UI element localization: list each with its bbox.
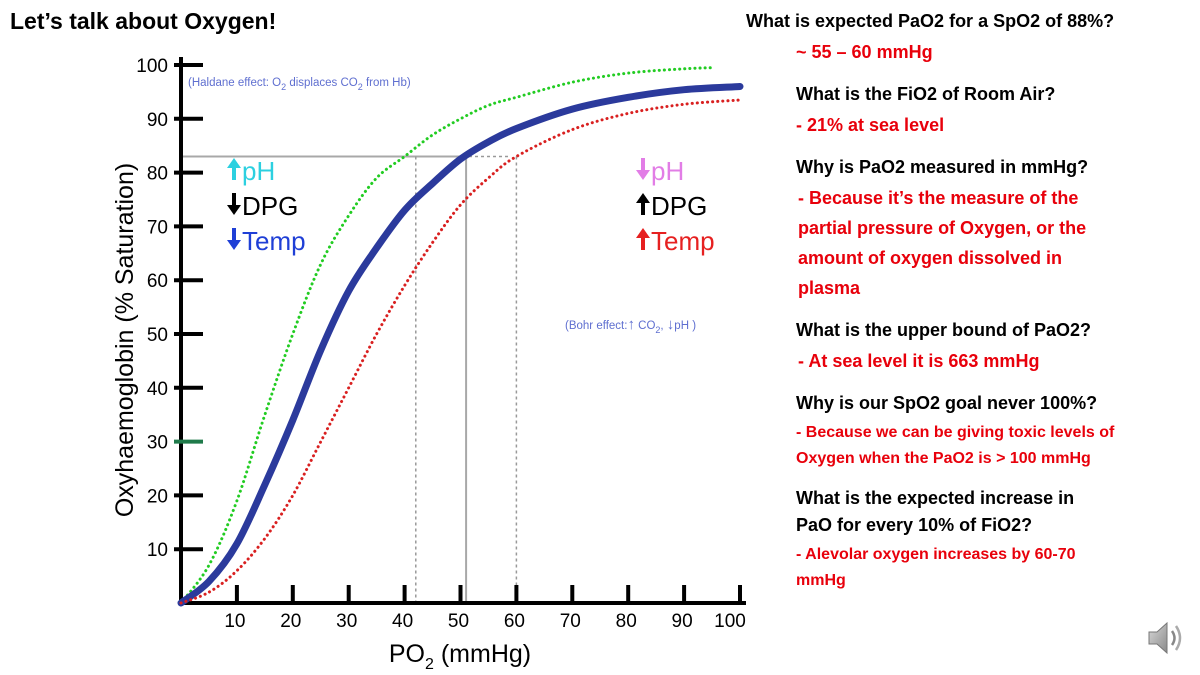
x-axis-label: PO2 (mmHg): [389, 640, 531, 673]
curve-normal: [177, 83, 744, 607]
right-label-text: pH: [651, 156, 684, 186]
question-3: Why is PaO2 measured in mmHg?: [796, 157, 1089, 177]
curves: [177, 66, 744, 607]
left-label-text: pH: [242, 156, 275, 186]
question-1: What is expected PaO2 for a SpO2 of 88%?: [746, 11, 1115, 31]
answer-5: - Because we can be giving toxic levels …: [796, 424, 1115, 441]
x-tick-label-40: 40: [392, 611, 413, 632]
x-tick-label-20: 20: [280, 611, 301, 632]
axes: 10 20 30 40 50 60 70 80 90 100 10 20 30 40 50 60 70 80 90 1…: [111, 56, 746, 673]
question-2: What is the FiO2 of Room Air?: [796, 84, 1056, 104]
x-tick-label-10: 10: [224, 611, 245, 632]
reference-lines: [181, 155, 518, 603]
arrow-up-icon: [636, 228, 650, 238]
y-tick-label-80: 80: [147, 164, 168, 185]
x-tick-label-60: 60: [504, 611, 525, 632]
left-label-dpg: DPG: [227, 191, 298, 221]
arrow-up-icon: [636, 193, 650, 203]
oxygen-dissociation-chart: 10 20 30 40 50 60 70 80 90 100 10 20 30 40 50 60 70 80 90 1…: [111, 56, 746, 673]
arrow-down-icon: [227, 205, 241, 215]
y-tick-label-70: 70: [147, 217, 168, 238]
answer-2: - 21% at sea level: [796, 115, 945, 135]
arrow-down-icon: [636, 170, 650, 180]
y-tick-label-10: 10: [147, 540, 168, 561]
right-label-dpg: DPG: [636, 191, 707, 221]
answer-3: amount of oxygen dissolved in: [798, 248, 1063, 268]
question-6: PaO for every 10% of FiO2?: [796, 515, 1033, 535]
haldane-annotation: (Haldane effect: O2 displaces CO2 from H…: [188, 77, 411, 92]
question-5: Why is our SpO2 goal never 100%?: [796, 393, 1098, 413]
answer-6: mmHg: [796, 572, 846, 589]
x-tick-label-30: 30: [336, 611, 357, 632]
y-tick-label-100: 100: [136, 56, 168, 77]
x-tick-label-80: 80: [616, 611, 637, 632]
answer-3: plasma: [798, 278, 861, 298]
left-label-ph: pH: [227, 156, 275, 186]
y-tick-label-50: 50: [147, 325, 168, 346]
x-tick-label-50: 50: [448, 611, 469, 632]
bohr-annotation: (Bohr effect:↑ CO2, ↓pH ): [565, 316, 696, 335]
speaker-icon[interactable]: [1146, 615, 1186, 661]
right-label-text: Temp: [651, 226, 715, 256]
question-4: What is the upper bound of PaO2?: [796, 320, 1091, 340]
left-label-text: Temp: [242, 226, 306, 256]
x-tick-label-90: 90: [672, 611, 693, 632]
x-tick-label-70: 70: [560, 611, 581, 632]
answer-3: - Because it’s the measure of the: [798, 188, 1079, 208]
y-tick-label-40: 40: [147, 379, 168, 400]
left-label-text: DPG: [242, 191, 298, 221]
y-tick-label-90: 90: [147, 110, 168, 131]
answer-4: - At sea level it is 663 mmHg: [798, 351, 1040, 371]
answer-3: partial pressure of Oxygen, or the: [798, 218, 1087, 238]
chart-labels: (Haldane effect: O2 displaces CO2 from H…: [188, 77, 715, 335]
arrow-up-icon: [227, 158, 241, 168]
right-label-text: DPG: [651, 191, 707, 221]
answer-6: - Alevolar oxygen increases by 60-70: [796, 546, 1076, 563]
y-tick-label-30: 30: [147, 433, 168, 454]
left-label-temp: Temp: [227, 226, 306, 256]
question-6: What is the expected increase in: [796, 488, 1075, 508]
right-label-temp: Temp: [636, 226, 715, 256]
x-tick-label-100: 100: [714, 611, 746, 632]
curve-right-shift: [179, 98, 742, 605]
answer-1: ~ 55 – 60 mmHg: [796, 42, 933, 62]
arrow-down-icon: [227, 240, 241, 250]
right-label-ph: pH: [636, 156, 684, 186]
answer-5: Oxygen when the PaO2 is > 100 mmHg: [796, 450, 1091, 467]
y-axis-label: Oxyhaemoglobin (% Saturation): [111, 163, 139, 517]
y-tick-label-20: 20: [147, 486, 168, 507]
slide-title: Let’s talk about Oxygen!: [10, 8, 277, 34]
curve-left-shift: [179, 66, 714, 605]
y-tick-label-60: 60: [147, 271, 168, 292]
